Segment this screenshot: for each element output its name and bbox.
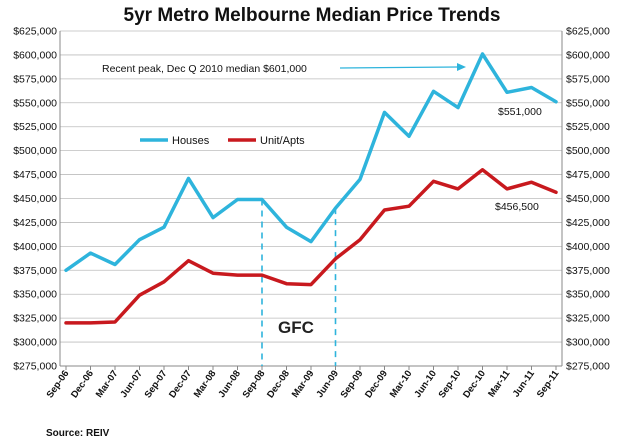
y-tick-label-left: $475,000 — [13, 169, 57, 181]
y-tick-label-right: $475,000 — [566, 169, 610, 181]
y-tick-label-left: $500,000 — [13, 145, 57, 157]
y-tick-label-right: $550,000 — [566, 97, 610, 109]
series-line-units — [64, 168, 558, 325]
x-tick-label: Jun-10 — [412, 368, 439, 399]
y-tick-label-left: $525,000 — [13, 121, 57, 133]
y-axis-left: $275,000 $300,000 $325,000 $350,000 $375,000… — [13, 26, 57, 373]
source-label: Source: REIV — [46, 428, 110, 439]
units-end-label: $456,500 — [495, 201, 539, 213]
y-tick-label-left: $350,000 — [13, 289, 57, 301]
y-tick-label-right: $425,000 — [566, 217, 610, 229]
x-tick-label: Dec-10 — [461, 368, 488, 400]
series — [64, 52, 558, 325]
x-tick-label: Mar-11 — [486, 368, 513, 400]
legend-label-houses: Houses — [172, 135, 210, 147]
y-tick-label-right: $300,000 — [566, 337, 610, 349]
y-tick-label-left: $275,000 — [13, 361, 57, 373]
y-tick-label-right: $500,000 — [566, 145, 610, 157]
x-tick-label: Sep-07 — [143, 368, 170, 400]
x-tick-label: Jun-07 — [118, 368, 145, 399]
y-tick-label-left: $425,000 — [13, 217, 57, 229]
y-tick-label-right: $625,000 — [566, 26, 610, 38]
y-tick-label-right: $275,000 — [566, 361, 610, 373]
x-tick-label: Mar-09 — [290, 368, 317, 399]
houses-end-label: $551,000 — [498, 106, 542, 118]
x-tick-label: Sep-10 — [437, 368, 464, 400]
y-tick-label-right: $325,000 — [566, 313, 610, 325]
x-tick-label: Mar-10 — [388, 368, 415, 399]
gfc-markers — [261, 199, 337, 366]
chart-title: 5yr Metro Melbourne Median Price Trends — [124, 5, 501, 26]
x-tick-label: Dec-08 — [265, 368, 292, 400]
x-tick-label: Dec-07 — [167, 368, 194, 400]
y-tick-label-right: $575,000 — [566, 73, 610, 85]
y-tick-label-left: $400,000 — [13, 241, 57, 253]
x-tick-label: Sep-06 — [45, 368, 72, 400]
y-tick-label-left: $450,000 — [13, 193, 57, 205]
x-tick-label: Dec-09 — [363, 368, 390, 400]
y-axis-right: $275,000 $300,000 $325,000 $350,000 $375,000… — [566, 26, 610, 373]
legend: Houses Unit/Apts — [140, 135, 305, 147]
x-axis: Sep-06Dec-06Mar-07Jun-07Sep-07Dec-07Mar-… — [45, 366, 562, 400]
x-tick-label: Dec-06 — [69, 368, 96, 400]
x-tick-label: Sep-08 — [241, 368, 268, 400]
peak-annotation: Recent peak, Dec Q 2010 median $601,000 — [102, 63, 307, 75]
y-tick-label-left: $550,000 — [13, 97, 57, 109]
y-tick-label-left: $600,000 — [13, 49, 57, 61]
y-tick-label-right: $600,000 — [566, 49, 610, 61]
y-tick-label-left: $325,000 — [13, 313, 57, 325]
peak-arrow — [339, 63, 466, 71]
y-tick-label-left: $625,000 — [13, 26, 57, 38]
y-tick-label-right: $525,000 — [566, 121, 610, 133]
x-tick-label: Sep-11 — [535, 368, 562, 400]
x-tick-label: Jun-08 — [216, 368, 243, 399]
x-tick-label: Jun-09 — [314, 368, 341, 399]
y-tick-label-right: $400,000 — [566, 241, 610, 253]
x-tick-label: Jun-11 — [511, 368, 538, 400]
y-tick-label-right: $450,000 — [566, 193, 610, 205]
x-tick-label: Mar-08 — [192, 368, 219, 399]
y-tick-label-right: $350,000 — [566, 289, 610, 301]
legend-label-units: Unit/Apts — [260, 135, 305, 147]
gridlines — [59, 30, 563, 367]
series-line-houses — [64, 52, 558, 273]
y-tick-label-right: $375,000 — [566, 265, 610, 277]
x-tick-label: Mar-07 — [94, 368, 121, 399]
x-tick-label: Sep-09 — [339, 368, 366, 400]
y-tick-label-left: $375,000 — [13, 265, 57, 277]
gfc-label: GFC — [278, 318, 314, 337]
y-tick-label-left: $300,000 — [13, 337, 57, 349]
y-tick-label-left: $575,000 — [13, 73, 57, 85]
